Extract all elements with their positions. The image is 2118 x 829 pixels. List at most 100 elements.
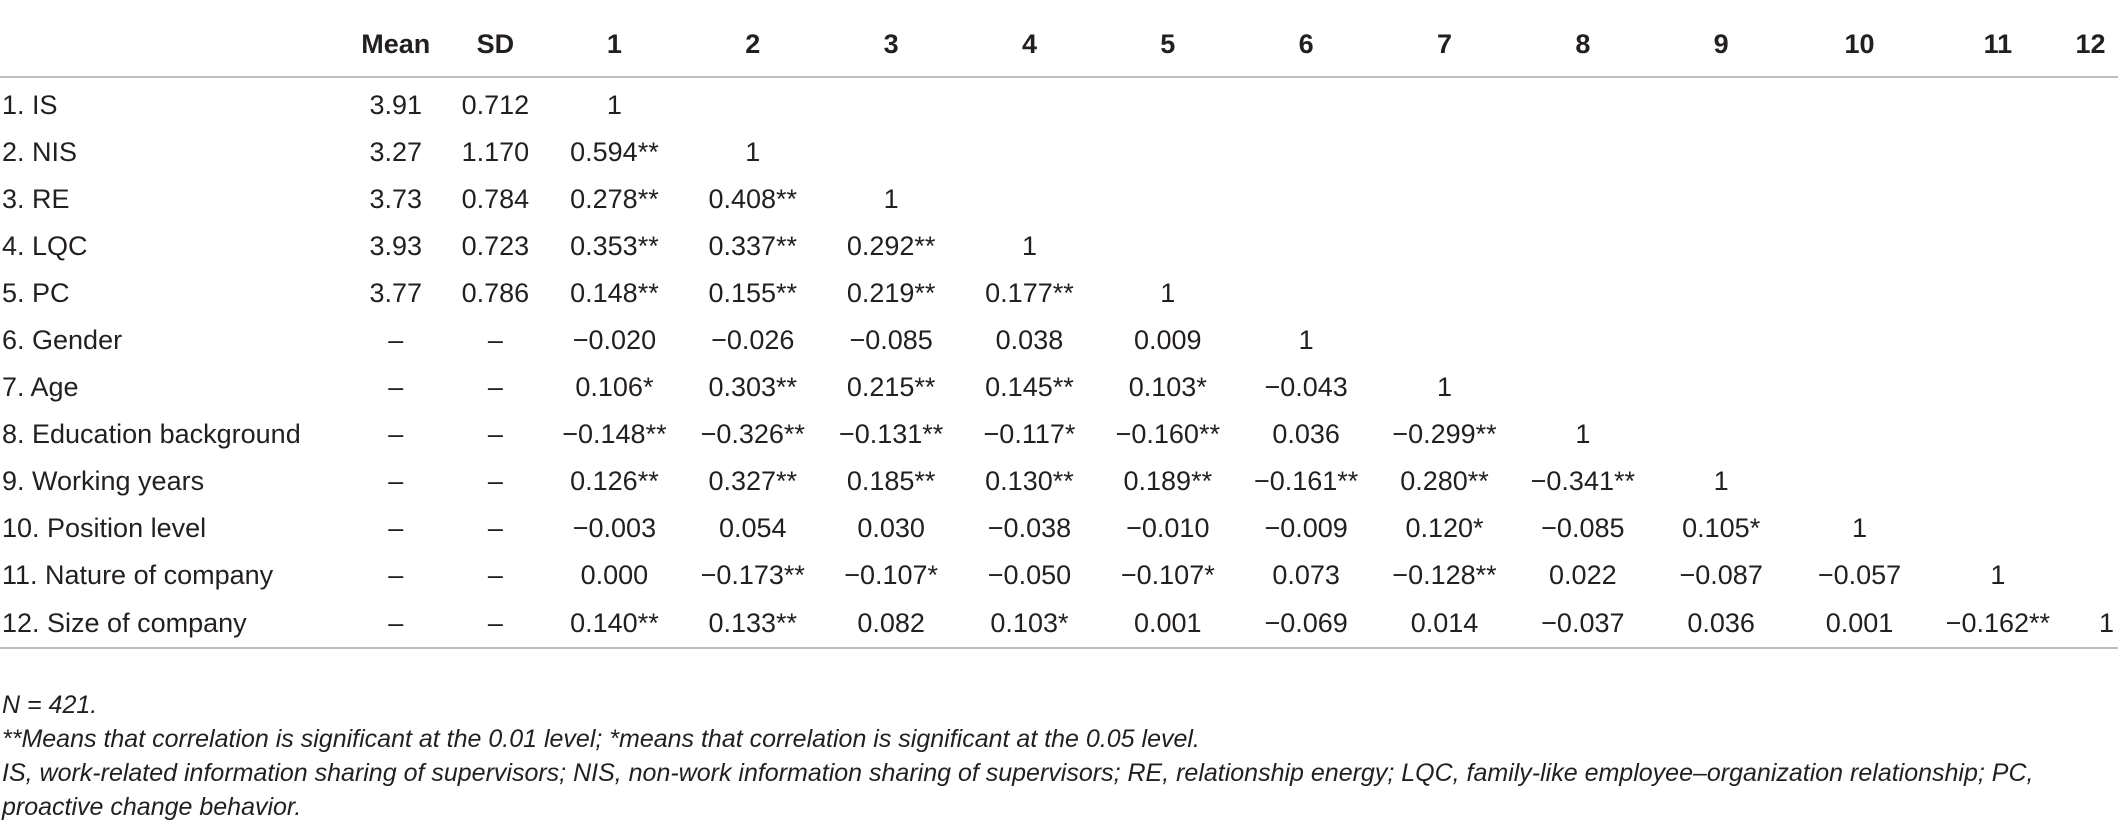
row-mean: – (388, 560, 404, 590)
row-label: 9. Working years (2, 466, 205, 496)
correlation-cell (1929, 317, 2067, 364)
correlation-cell (1237, 129, 1375, 176)
correlation-cell: 0.001 (1790, 599, 1929, 649)
correlation-cell (1099, 129, 1237, 176)
correlation-cell (1790, 317, 1928, 364)
correlation-cell (1790, 223, 1928, 270)
correlation-cell (960, 176, 1098, 223)
correlation-cell (1652, 411, 1790, 458)
row-label: 8. Education background (2, 419, 301, 449)
row-sd: – (487, 419, 503, 449)
correlation-cell: 0.292** (846, 231, 936, 261)
correlation-cell: −0.128** (1392, 560, 1497, 590)
table-row: 9. Working years – – 0.126** 0.327** 0.185** 0… (0, 458, 2118, 505)
correlation-cell: −0.131** (838, 419, 944, 449)
correlation-cell: −0.148** (562, 419, 667, 449)
correlation-cell: 0.140** (545, 599, 684, 649)
correlation-cell: −0.162** (1928, 599, 2068, 649)
correlation-cell (2067, 364, 2118, 411)
correlation-cell (1099, 77, 1237, 129)
correlation-cell: 1 (1021, 231, 1037, 261)
correlation-cell: 1 (1160, 278, 1176, 308)
correlation-cell (1514, 364, 1652, 411)
row-sd: – (487, 560, 503, 590)
table-row: 5. PC 3.77 0.786 0.148** 0.155** 0.219** 0.177… (0, 270, 2118, 317)
correlation-cell: −0.085 (849, 325, 933, 355)
correlation-cell: −0.107* (844, 560, 939, 590)
correlation-cell (1790, 411, 1928, 458)
table-row: 4. LQC 3.93 0.723 0.353** 0.337** 0.292** 1 (0, 223, 2118, 270)
header-col-8: 8 (1513, 12, 1652, 78)
correlation-cell: 0.082 (821, 599, 961, 649)
table-body: 1. IS 3.91 0.712 1 2. NIS 3.27 1.170 0.594** 1 3.… (0, 77, 2118, 649)
correlation-cell: 0.000 (580, 560, 649, 590)
correlation-cell: 1 (1713, 466, 1729, 496)
correlation-cell: 1 (1852, 513, 1868, 543)
correlation-cell (1929, 505, 2067, 552)
correlation-cell (1375, 317, 1513, 364)
correlation-cell: 0.120* (1405, 513, 1484, 543)
header-col-6: 6 (1236, 12, 1376, 78)
row-mean: 3.91 (369, 90, 422, 120)
correlation-cell: 1 (1436, 372, 1452, 402)
correlation-cell: −0.160** (1115, 419, 1220, 449)
correlation-cell: 0.185** (846, 466, 936, 496)
correlation-cell (2067, 552, 2118, 599)
correlation-cell: −0.050 (987, 560, 1072, 590)
header-col-11: 11 (1928, 12, 2068, 78)
correlation-cell: 1 (883, 184, 899, 214)
correlation-cell: −0.117* (983, 419, 1076, 449)
correlation-cell (1929, 270, 2067, 317)
correlation-table: Mean SD 1 2 3 4 5 6 7 8 9 10 11 12 1. IS 3.91 0.712 1 2. … (0, 12, 2118, 649)
correlation-cell: 0.103* (1128, 372, 1207, 402)
correlation-cell: −0.161** (1253, 466, 1359, 496)
correlation-cell (822, 77, 960, 129)
correlation-cell (1652, 364, 1790, 411)
correlation-cell: −0.026 (711, 325, 795, 355)
correlation-cell (1790, 270, 1928, 317)
correlation-cell (1237, 77, 1375, 129)
correlation-cell (1099, 223, 1237, 270)
header-col-4: 4 (960, 12, 1099, 78)
note-significance: **Means that correlation is significant … (2, 725, 1200, 753)
row-mean: – (388, 419, 404, 449)
row-label: 10. Position level (2, 513, 207, 543)
correlation-cell: 0.303** (708, 372, 798, 402)
correlation-cell: −0.173** (700, 560, 805, 590)
table-row: 1. IS 3.91 0.712 1 (0, 77, 2118, 129)
row-sd: 0.712 (461, 90, 530, 120)
header-col-9: 9 (1652, 12, 1791, 78)
row-sd: – (487, 466, 503, 496)
row-mean: – (388, 466, 404, 496)
table-notes: N = 421. **Means that correlation is sig… (2, 688, 2112, 824)
correlation-cell: 0.130** (985, 466, 1074, 496)
header-col-12: 12 (2067, 12, 2118, 78)
correlation-cell: −0.020 (572, 325, 657, 355)
row-label: 6. Gender (2, 325, 123, 355)
row-mean: 3.73 (369, 184, 422, 214)
correlation-cell: −0.107* (1120, 560, 1215, 590)
correlation-cell: 0.036 (1272, 419, 1340, 449)
correlation-cell: 0.001 (1098, 599, 1237, 649)
correlation-cell (1652, 176, 1790, 223)
row-label: 4. LQC (2, 231, 88, 261)
correlation-cell (960, 129, 1098, 176)
correlation-cell: −0.069 (1236, 599, 1376, 649)
correlation-cell: 0.022 (1549, 560, 1617, 590)
correlation-cell (1790, 176, 1928, 223)
correlation-cell (1237, 176, 1375, 223)
correlation-cell: −0.003 (572, 513, 657, 543)
correlation-cell (2067, 223, 2118, 270)
row-sd: – (487, 513, 503, 543)
correlation-cell: 0.145** (985, 372, 1074, 402)
header-col-1: 1 (545, 12, 684, 78)
correlation-cell (1929, 364, 2067, 411)
table-row: 3. RE 3.73 0.784 0.278** 0.408** 1 (0, 176, 2118, 223)
correlation-cell (1652, 317, 1790, 364)
row-sd: – (445, 599, 546, 649)
correlation-cell (2067, 505, 2118, 552)
correlation-cell (2067, 458, 2118, 505)
correlation-cell (2067, 317, 2118, 364)
header-variable (0, 12, 346, 78)
